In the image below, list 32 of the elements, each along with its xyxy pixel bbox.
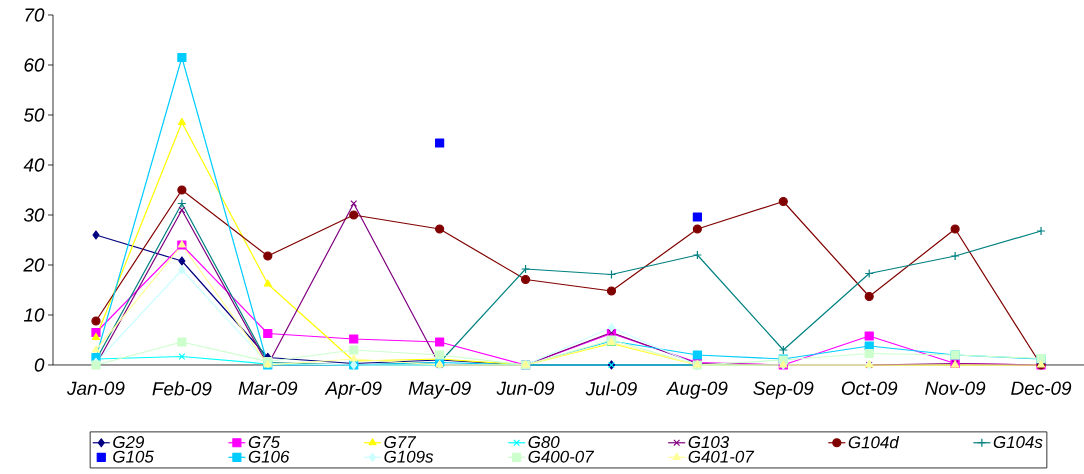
y-tick-label: 70 xyxy=(25,8,45,22)
x-tick-label: Jan-09 xyxy=(66,381,125,395)
y-tick-label: 60 xyxy=(24,58,45,72)
legend-label: G77 xyxy=(384,436,417,449)
legend-label: G106 xyxy=(248,450,290,463)
legend-label: G104s xyxy=(993,436,1043,449)
legend-label: G29 xyxy=(113,436,145,449)
legend-label: G80 xyxy=(528,436,560,449)
x-tick-label: Aug-09 xyxy=(665,381,728,399)
legend-label: G401-07 xyxy=(688,450,755,463)
x-tick-label: Feb-09 xyxy=(152,381,212,396)
x-tick-label: Sep-09 xyxy=(753,381,814,399)
x-tick-label: Oct-09 xyxy=(841,381,898,395)
y-tick-label: 30 xyxy=(23,208,45,222)
legend-label: G105 xyxy=(113,450,154,463)
legend-label: G109s xyxy=(384,450,434,463)
x-tick-label: Mar-09 xyxy=(238,381,298,395)
x-tick-label: Jul-09 xyxy=(585,381,637,396)
x-tick-label: Nov-09 xyxy=(925,381,986,395)
x-tick-label: Apr-09 xyxy=(324,381,382,399)
legend-label: G104d xyxy=(848,435,900,449)
x-tick-label: Jun-09 xyxy=(496,381,555,395)
legend-label: G75 xyxy=(248,436,281,449)
y-tick-label: 10 xyxy=(23,308,45,322)
y-tick-label: 20 xyxy=(23,258,45,272)
y-tick-label: 40 xyxy=(23,158,45,172)
x-tick-label: May-09 xyxy=(408,381,471,399)
y-tick-label: 50 xyxy=(23,108,45,122)
legend-label: G400-07 xyxy=(528,450,595,463)
x-tick-label: Dec-09 xyxy=(1011,381,1072,395)
y-tick-label: 0 xyxy=(34,358,45,372)
legend-label: G103 xyxy=(688,436,730,449)
